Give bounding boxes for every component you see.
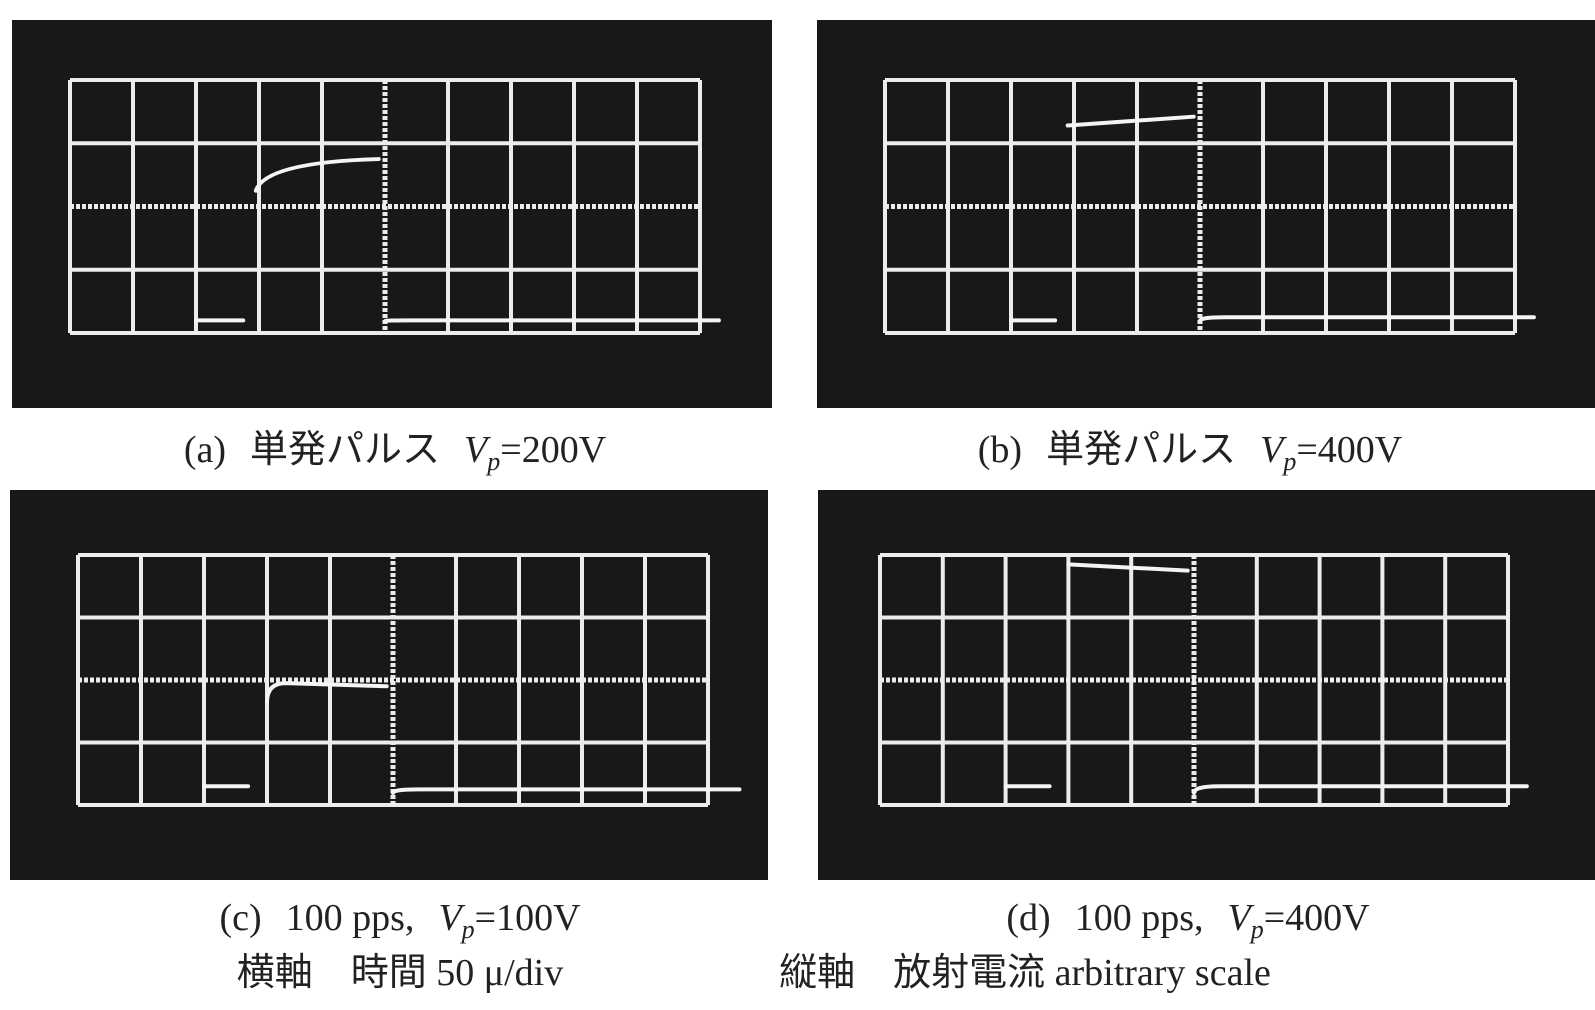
- caption: (d)100 pps,Vp=400V: [1006, 897, 1370, 944]
- scope-screen: [818, 490, 1595, 880]
- trace: [385, 320, 719, 321]
- caption-value: =400V: [1296, 429, 1402, 471]
- scope-screen: [10, 490, 768, 880]
- caption-value: =200V: [500, 429, 606, 471]
- caption-sub: p: [485, 447, 500, 476]
- caption-value: =100V: [475, 897, 581, 939]
- caption-desc: 単発パルス: [250, 429, 440, 471]
- caption-label: (b): [978, 429, 1022, 471]
- caption-desc: 100 pps,: [1075, 897, 1204, 939]
- caption-label: (d): [1006, 897, 1050, 939]
- caption-sub: p: [1249, 915, 1264, 944]
- caption-value: =400V: [1264, 897, 1370, 939]
- footer-x-axis: 横軸 時間 50 μ/div: [237, 952, 564, 994]
- caption-sub: p: [1281, 447, 1296, 476]
- caption-sub: p: [460, 915, 475, 944]
- footer-y-axis: 縦軸 放射電流 arbitrary scale: [779, 952, 1271, 994]
- caption-label: (a): [184, 429, 226, 471]
- caption-desc: 単発パルス: [1046, 429, 1236, 471]
- figure: 横軸 時間 50 μ/div 縦軸 放射電流 arbitrary scale (…: [0, 0, 1595, 1010]
- caption-desc: 100 pps,: [286, 897, 415, 939]
- caption-label: (c): [219, 897, 261, 939]
- caption: (c)100 pps,Vp=100V: [219, 897, 581, 944]
